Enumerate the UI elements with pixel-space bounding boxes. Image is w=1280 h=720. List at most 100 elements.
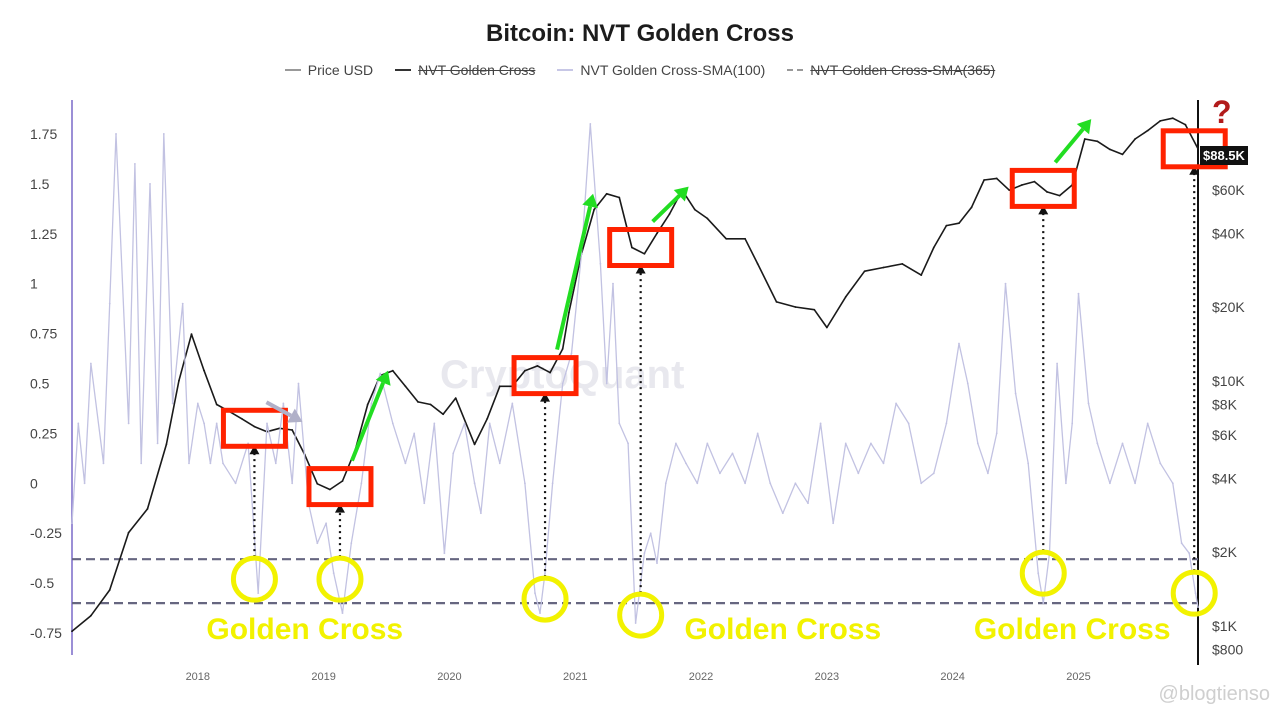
series-point: [316, 542, 319, 545]
series-point: [1033, 180, 1036, 183]
series-point: [1146, 129, 1149, 132]
golden-cross-label: Golden Cross: [684, 613, 881, 646]
series-point: [561, 382, 564, 385]
price-box: [511, 355, 579, 397]
series-point: [89, 362, 92, 365]
series-point: [149, 182, 151, 185]
series-point: [612, 282, 614, 285]
y-right-tick-label: $8K: [1212, 397, 1238, 413]
legend-item[interactable]: NVT Golden Cross-SMA(100): [557, 62, 765, 78]
series-point: [568, 311, 570, 314]
series-point: [920, 482, 923, 485]
series-point: [413, 432, 416, 435]
x-tick-label: 2023: [815, 671, 839, 683]
series-point: [725, 237, 728, 240]
series-point: [127, 422, 130, 425]
series-point: [404, 462, 407, 465]
series-point: [360, 482, 363, 485]
series-point: [1071, 422, 1074, 425]
series-point: [719, 472, 721, 475]
series-point: [920, 274, 923, 277]
y-left-tick-label: -0.5: [30, 575, 54, 591]
series-point: [253, 425, 256, 428]
series-point: [775, 300, 778, 303]
series-point: [1042, 602, 1045, 604]
series-point: [656, 562, 658, 565]
series-point: [794, 306, 797, 308]
series-point: [970, 206, 973, 209]
golden-cross-label: Golden Cross: [206, 613, 403, 646]
series-point: [1121, 153, 1124, 156]
cross-circle: [230, 555, 278, 603]
legend-swatch: [284, 69, 301, 71]
series-point: [589, 123, 592, 125]
legend-label: NVT Golden Cross-SMA(365): [810, 62, 996, 78]
series-point: [1197, 606, 1199, 608]
y-left-tick-label: 1.5: [30, 176, 50, 192]
series-point: [813, 308, 816, 311]
series-point: [857, 472, 860, 475]
series-point: [769, 482, 772, 485]
cross-connector-arrowhead: [1189, 165, 1200, 175]
series-point: [134, 162, 136, 165]
cross-circle: [316, 555, 364, 603]
legend-item[interactable]: NVT Golden Cross: [395, 62, 535, 78]
series-point: [643, 552, 646, 555]
series-point: [316, 482, 319, 485]
series-point: [1037, 572, 1040, 575]
series-point: [945, 224, 948, 227]
y-left-tick-label: 1.75: [30, 126, 57, 142]
series-point: [976, 442, 979, 445]
series-point: [1096, 442, 1099, 445]
series-point: [1083, 138, 1086, 140]
series-point: [325, 522, 328, 525]
series-point: [656, 232, 658, 235]
series-point: [539, 612, 541, 614]
series-point: [222, 462, 224, 465]
series-point: [291, 482, 294, 485]
series-point: [282, 402, 285, 405]
series-point: [366, 403, 369, 406]
trend-arrowhead: [582, 193, 598, 209]
series-point: [966, 382, 969, 385]
series-point: [561, 347, 564, 350]
series-point: [643, 252, 646, 255]
series-point: [983, 179, 986, 181]
trend-arrow: [555, 205, 593, 351]
series-point: [674, 442, 677, 445]
trend-arrow: [350, 381, 386, 462]
price-box: [607, 227, 675, 269]
y-right-tick-label: $40K: [1212, 225, 1245, 241]
series-point: [907, 422, 910, 425]
series-point: [1004, 282, 1007, 285]
series-point: [1121, 442, 1124, 445]
series-point: [1194, 592, 1197, 595]
series-point: [215, 422, 218, 425]
series-point: [442, 413, 445, 416]
golden-cross-labels: Golden Cross Golden Cross Golden Cross: [206, 613, 1170, 646]
series-point: [1134, 482, 1136, 485]
legend-label: Price USD: [307, 62, 374, 78]
y-left-tick-label: 0.25: [30, 425, 57, 441]
golden-cross-label: Golden Cross: [974, 613, 1171, 646]
series-point: [901, 263, 904, 265]
series-point: [391, 422, 394, 425]
series-point: [551, 482, 554, 485]
legend-swatch: [557, 69, 574, 71]
y-right-tick-label: $60K: [1212, 182, 1245, 198]
cross-connector-arrowhead: [1038, 205, 1049, 215]
series-point: [266, 422, 268, 425]
x-tick-label: 2018: [186, 671, 210, 683]
series-point: [215, 403, 218, 406]
series-point: [473, 443, 476, 446]
x-tick-label: 2021: [563, 671, 587, 683]
price-box: [220, 407, 288, 449]
cross-connector-arrowhead: [249, 445, 260, 455]
series-point: [274, 462, 277, 465]
series-point: [178, 379, 180, 382]
series-point: [454, 397, 457, 399]
series-point: [1171, 482, 1174, 485]
legend-item[interactable]: Price USD: [284, 62, 374, 78]
legend-item[interactable]: NVT Golden Cross-SMA(365): [787, 62, 995, 78]
series-point: [108, 302, 111, 305]
